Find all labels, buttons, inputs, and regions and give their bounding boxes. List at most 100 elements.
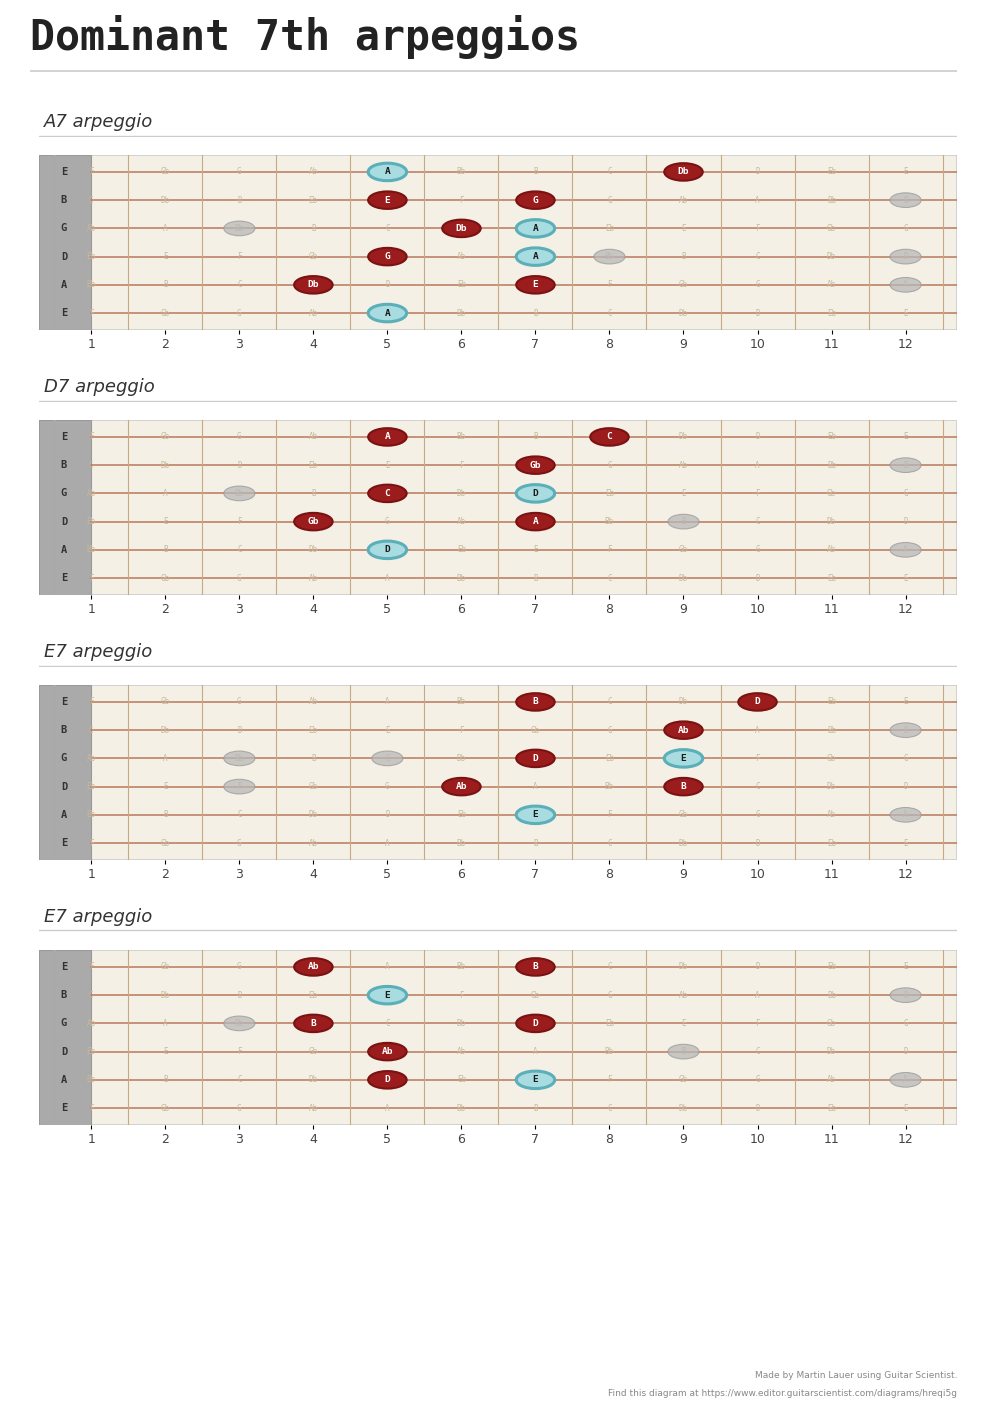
- Text: D: D: [385, 280, 389, 289]
- Text: G: G: [606, 461, 611, 470]
- Text: B: B: [311, 1019, 316, 1028]
- Text: G: G: [237, 167, 242, 177]
- Text: B: B: [532, 432, 537, 442]
- Text: A: A: [385, 838, 389, 848]
- Text: A: A: [385, 962, 389, 972]
- Text: Db: Db: [161, 726, 170, 735]
- Text: Eb: Eb: [87, 1047, 96, 1056]
- Text: B: B: [532, 167, 537, 177]
- Text: G: G: [754, 280, 759, 289]
- Text: B: B: [902, 726, 907, 735]
- Text: Bb: Bb: [604, 782, 613, 791]
- Text: Gb: Gb: [161, 432, 170, 442]
- Text: D: D: [754, 962, 759, 972]
- Text: F: F: [237, 517, 242, 526]
- Ellipse shape: [664, 778, 702, 795]
- Text: Ab: Ab: [457, 782, 465, 791]
- Text: D: D: [902, 517, 907, 526]
- Text: D: D: [754, 1103, 759, 1113]
- Text: Db: Db: [677, 167, 688, 177]
- Text: D: D: [754, 573, 759, 583]
- Text: Bb: Bb: [457, 432, 465, 442]
- Text: A: A: [385, 308, 389, 318]
- Text: F: F: [89, 1103, 94, 1113]
- Text: D: D: [385, 810, 389, 819]
- Text: G: G: [902, 1019, 907, 1028]
- Text: B: B: [680, 1047, 685, 1056]
- Ellipse shape: [294, 1015, 332, 1032]
- Text: G: G: [237, 1103, 242, 1113]
- Text: Gb: Gb: [161, 838, 170, 848]
- Ellipse shape: [516, 693, 554, 711]
- Text: F: F: [458, 461, 463, 470]
- Text: A: A: [61, 1075, 67, 1085]
- Text: Bb: Bb: [87, 545, 96, 554]
- Text: Eb: Eb: [457, 545, 465, 554]
- Ellipse shape: [372, 751, 402, 765]
- Text: Eb: Eb: [826, 308, 835, 318]
- Text: G: G: [606, 991, 611, 1000]
- Text: Ab: Ab: [309, 962, 317, 972]
- Text: B: B: [532, 962, 537, 972]
- Text: E: E: [902, 167, 907, 177]
- Text: Ab: Ab: [87, 1019, 96, 1028]
- Ellipse shape: [368, 163, 406, 181]
- Ellipse shape: [516, 1071, 554, 1088]
- Text: A7 arpeggio: A7 arpeggio: [44, 114, 153, 132]
- Text: Eb: Eb: [604, 1019, 613, 1028]
- Text: Db: Db: [457, 1019, 465, 1028]
- Text: Db: Db: [826, 782, 835, 791]
- Text: B: B: [163, 1075, 168, 1084]
- Ellipse shape: [368, 987, 406, 1004]
- Text: E: E: [163, 782, 168, 791]
- Text: A: A: [902, 810, 907, 819]
- Text: Ab: Ab: [382, 1047, 392, 1056]
- Text: B: B: [163, 545, 168, 554]
- Text: Gb: Gb: [309, 1047, 317, 1056]
- Text: C: C: [89, 196, 94, 205]
- Text: D: D: [61, 1047, 67, 1057]
- Ellipse shape: [442, 220, 480, 237]
- Ellipse shape: [738, 693, 776, 711]
- Text: G: G: [902, 754, 907, 763]
- Text: B: B: [902, 196, 907, 205]
- Text: D: D: [385, 545, 389, 554]
- Text: Bb: Bb: [604, 1047, 613, 1056]
- Text: E: E: [532, 280, 537, 289]
- Text: A: A: [385, 697, 389, 707]
- Text: A: A: [385, 167, 389, 177]
- Ellipse shape: [368, 541, 406, 558]
- Text: D: D: [385, 1075, 389, 1084]
- Text: D: D: [754, 838, 759, 848]
- Text: C: C: [385, 224, 389, 233]
- Ellipse shape: [664, 722, 702, 739]
- Ellipse shape: [294, 513, 332, 530]
- Text: Bb: Bb: [457, 697, 465, 707]
- Text: G: G: [385, 252, 389, 261]
- Text: B: B: [680, 517, 685, 526]
- Text: Gb: Gb: [308, 517, 318, 526]
- Text: E: E: [385, 461, 389, 470]
- Text: B: B: [61, 725, 67, 735]
- Text: Db: Db: [826, 517, 835, 526]
- Ellipse shape: [516, 248, 554, 265]
- Text: E: E: [163, 252, 168, 261]
- Text: Db: Db: [678, 697, 687, 707]
- Text: Gb: Gb: [161, 697, 170, 707]
- Text: F: F: [754, 754, 759, 763]
- Text: A: A: [385, 573, 389, 583]
- Text: C: C: [606, 432, 611, 442]
- Text: G: G: [61, 1018, 67, 1029]
- Text: D: D: [237, 461, 242, 470]
- Text: G: G: [237, 697, 242, 707]
- Ellipse shape: [516, 806, 554, 823]
- Text: F: F: [754, 489, 759, 498]
- Text: F: F: [89, 962, 94, 972]
- Text: C: C: [754, 517, 759, 526]
- Text: C: C: [754, 1047, 759, 1056]
- Text: Gb: Gb: [309, 517, 317, 526]
- Text: B: B: [163, 810, 168, 819]
- Text: E7 arpeggio: E7 arpeggio: [44, 908, 152, 927]
- Text: G: G: [385, 252, 389, 261]
- Text: E: E: [385, 726, 389, 735]
